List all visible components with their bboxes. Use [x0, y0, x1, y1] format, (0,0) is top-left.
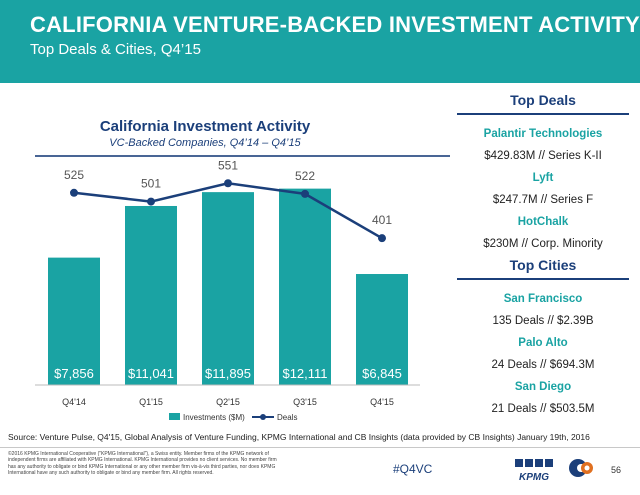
top-deals-panel: Top Deals Palantir Technologies $429.83M…: [457, 92, 629, 255]
deals-point: [70, 188, 78, 197]
x-tick-label: Q4'14: [62, 397, 86, 407]
deals-value-label: 401: [372, 213, 392, 227]
page-title: CALIFORNIA VENTURE-BACKED INVESTMENT ACT…: [30, 12, 640, 37]
footer-divider: [0, 447, 640, 448]
legend-swatch-investments: [169, 413, 180, 420]
legend-label-deals: Deals: [277, 413, 297, 422]
deal-name: Palantir Technologies: [483, 128, 603, 140]
chart-title-rule: [35, 155, 450, 157]
deal-value: $429.83M // Series K-II: [484, 150, 602, 162]
bar-value-label: $7,856: [54, 366, 94, 381]
page-number: 56: [611, 465, 622, 475]
investment-bar: [48, 257, 100, 385]
city-name: Palo Alto: [518, 337, 568, 349]
deals-point: [147, 197, 155, 206]
source-note: Source: Venture Pulse, Q4'15, Global Ana…: [8, 432, 590, 442]
city-value: 21 Deals // $503.5M: [491, 403, 595, 415]
deals-value-label: 551: [218, 158, 238, 172]
x-tick-label: Q2'15: [216, 397, 240, 407]
deals-point: [301, 189, 309, 198]
bar-value-label: $11,041: [128, 366, 174, 381]
deals-value-label: 522: [295, 169, 315, 183]
bar-value-label: $12,111: [282, 366, 327, 381]
kpmg-logo-text: KPMG: [519, 472, 549, 482]
city-name: San Diego: [514, 381, 572, 393]
header-banner: CALIFORNIA VENTURE-BACKED INVESTMENT ACT…: [0, 0, 640, 83]
top-cities-panel: Top Cities San Francisco 135 Deals // $2…: [457, 257, 629, 420]
top-deals-heading: Top Deals: [457, 92, 629, 115]
city-value: 24 Deals // $694.3M: [491, 359, 595, 371]
deals-value-label: 525: [64, 168, 84, 182]
city-name: San Francisco: [503, 293, 583, 305]
deal-name: HotChalk: [517, 216, 569, 228]
cb-insights-logo: [569, 459, 593, 477]
investment-chart: $7,856 Q4'14 $11,041 Q1'15 $11,895 Q2'15 $12,1…: [35, 158, 420, 422]
legend-marker-deals: [260, 414, 266, 420]
page-subtitle: Top Deals & Cities, Q4’15: [30, 41, 201, 58]
deal-value: $247.7M // Series F: [492, 194, 594, 206]
investment-bar: [279, 188, 331, 385]
deals-point: [378, 234, 386, 243]
hashtag: #Q4VC: [393, 462, 433, 476]
kpmg-logo: KPMG: [515, 459, 553, 482]
bar-value-label: $11,895: [205, 366, 251, 381]
investment-bar: [125, 205, 177, 385]
legend-label-investments: Investments ($M): [183, 413, 245, 422]
top-cities-heading: Top Cities: [457, 257, 629, 280]
chart-subtitle: VC-Backed Companies, Q4’14 – Q4’15: [109, 137, 301, 149]
x-tick-label: Q1'15: [139, 397, 163, 407]
investment-bar: [356, 274, 408, 385]
city-value: 135 Deals // $2.39B: [492, 315, 594, 327]
bar-value-label: $6,845: [362, 366, 402, 381]
x-tick-label: Q4'15: [370, 397, 394, 407]
deal-name: Lyft: [532, 172, 554, 184]
chart-title: California Investment Activity: [99, 118, 311, 135]
deals-point: [224, 179, 232, 188]
x-tick-label: Q3'15: [293, 397, 317, 407]
legal-disclaimer: ©2016 KPMG International Cooperative ("K…: [8, 451, 277, 477]
deals-value-label: 501: [141, 177, 161, 191]
investment-bar: [202, 192, 254, 385]
deal-value: $230M // Corp. Minority: [483, 238, 603, 250]
